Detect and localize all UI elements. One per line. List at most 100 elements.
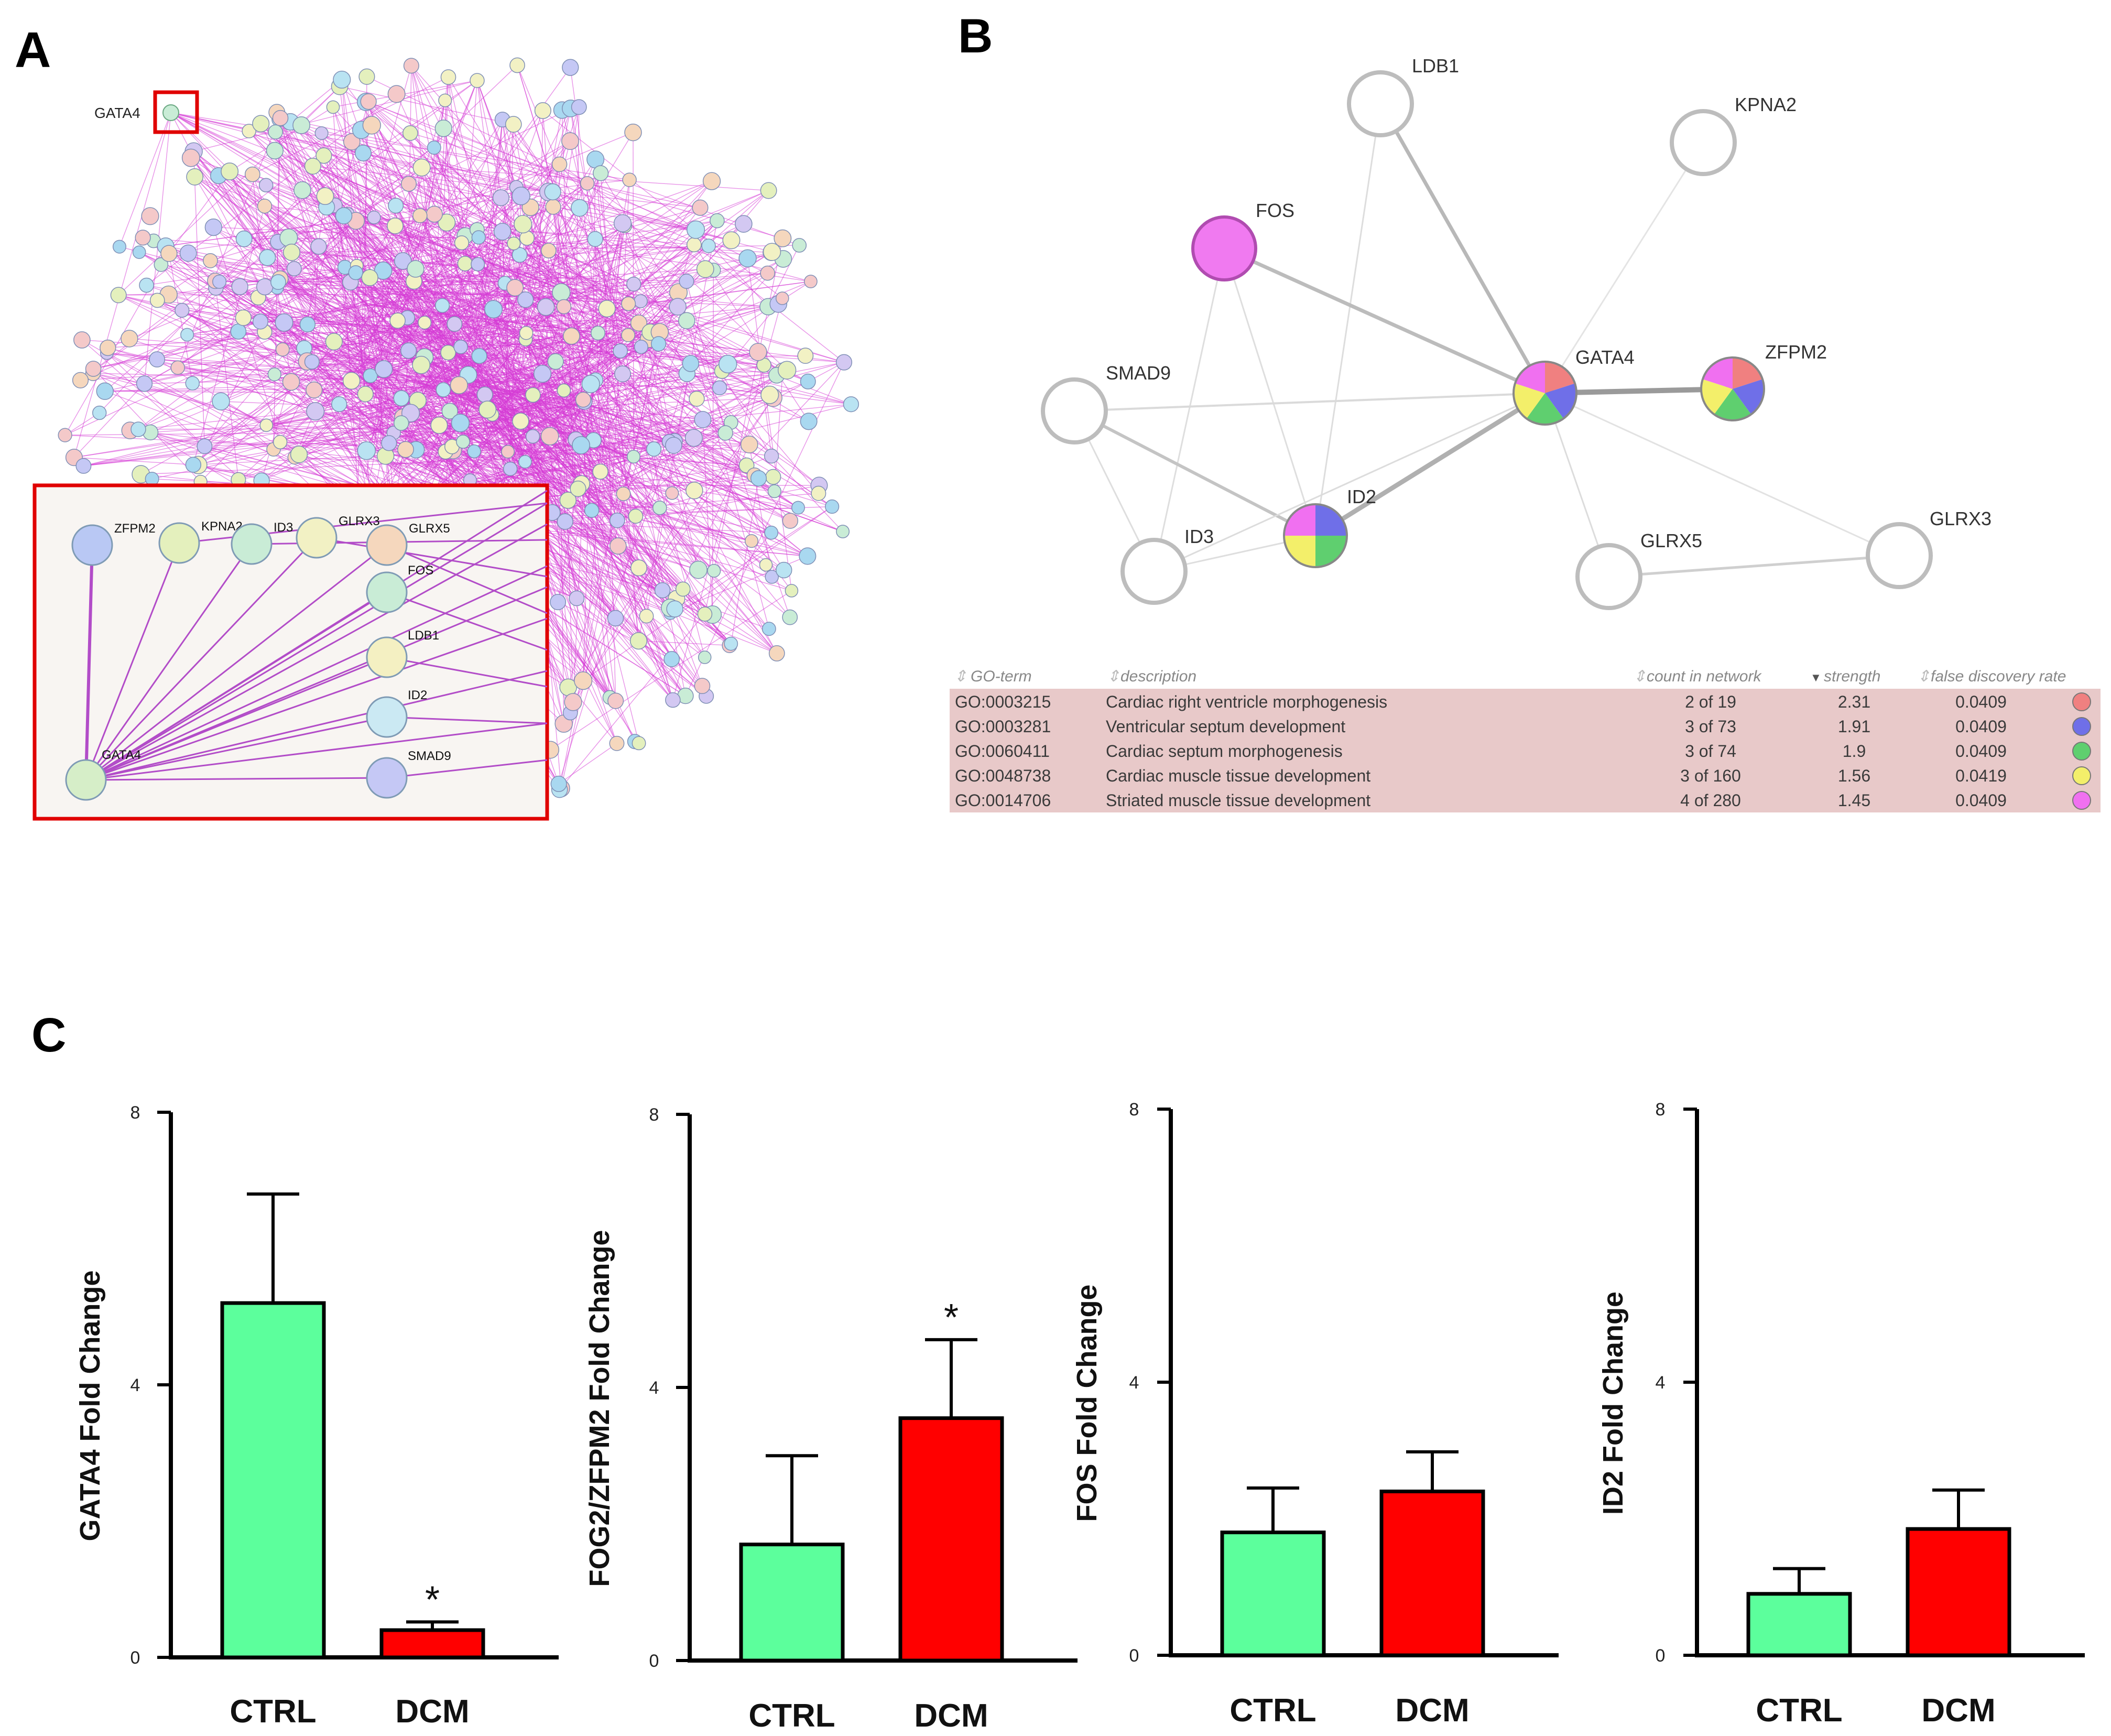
network-node [666, 600, 683, 617]
network-node [791, 501, 805, 515]
network-node [533, 364, 552, 383]
network-node [204, 218, 223, 236]
network-edge [400, 374, 464, 442]
network-node [506, 279, 524, 297]
network-edge [266, 185, 465, 426]
network-node [575, 392, 591, 408]
count-cell: 2 of 19 [1685, 692, 1736, 711]
network-node [73, 331, 91, 349]
network-node [710, 213, 725, 229]
network-node [571, 99, 587, 115]
network-node [185, 457, 201, 473]
network-edge [595, 379, 699, 570]
network-node [471, 348, 487, 364]
inset-edge [386, 656, 548, 688]
bar-chart-4: 0 4 8 ID2 Fold Change CTRL DCM [1597, 1100, 2085, 1729]
network-node [375, 360, 393, 378]
network-node [630, 559, 647, 577]
network-node [412, 208, 428, 223]
network-edge [238, 362, 844, 480]
pie-slice [1284, 536, 1315, 567]
network-edge [347, 213, 811, 282]
network-node [534, 102, 551, 120]
network-node [800, 373, 816, 389]
pie-slice [1526, 393, 1564, 425]
network-edge [583, 450, 616, 701]
svg-text:⇕: ⇕ [1633, 668, 1646, 685]
network-node [775, 561, 792, 579]
go-table-row: GO:0048738 Cardiac muscle tissue developm… [955, 766, 2091, 785]
bar-dcm [379, 1628, 485, 1659]
network-edge [150, 290, 496, 433]
network-node [467, 444, 481, 459]
network-node [447, 316, 463, 332]
network-node [749, 343, 767, 361]
network-node [775, 291, 789, 305]
network-node [394, 252, 412, 270]
network-node [561, 132, 579, 150]
network-node [112, 240, 127, 254]
pie-slice [1545, 362, 1575, 393]
network-node [544, 183, 561, 201]
go-term-cell: GO:0003215 [955, 692, 1051, 711]
node-fos [1191, 215, 1257, 281]
svg-text:⇕: ⇕ [1917, 668, 1930, 685]
network-node [518, 454, 532, 469]
network-node [811, 485, 826, 501]
network-edge [221, 215, 420, 402]
network-node [434, 120, 452, 137]
network-edge [391, 312, 670, 442]
network-node [306, 402, 325, 421]
network-edge [388, 303, 779, 373]
pie-outline [1512, 361, 1577, 426]
network-node [282, 243, 300, 261]
strength-cell: 2.31 [1838, 692, 1870, 711]
network-edge [653, 449, 660, 508]
inset-edge [386, 591, 548, 651]
network-node [572, 436, 590, 454]
sort-arrow-icon: ▼ [1810, 671, 1822, 684]
pie-outline [1700, 356, 1765, 421]
network-node [267, 367, 281, 382]
count-cell: 4 of 280 [1680, 791, 1741, 810]
network-node [403, 58, 419, 74]
network-edge [358, 159, 596, 517]
network-node [613, 214, 632, 233]
network-node [717, 425, 733, 441]
network-edge [188, 253, 612, 354]
network-edge [168, 253, 193, 384]
network-node [722, 231, 741, 249]
network-node [509, 57, 525, 73]
edge-kpna2-gata4 [1544, 142, 1704, 394]
edge-fos-id2 [1223, 248, 1316, 536]
network-node [279, 229, 298, 247]
description-cell: Cardiac right ventricle morphogenesis [1106, 692, 1387, 711]
node-id3 [1120, 538, 1188, 605]
network-edge [477, 264, 833, 507]
bar-chart-1: 0 4 8 GATA4 Fold Change CTRL * DCM [74, 1103, 559, 1730]
network-node [525, 429, 540, 444]
network-edge [654, 449, 843, 532]
node-kpna2 [1670, 109, 1737, 176]
network-node [607, 692, 624, 709]
fdr-cell: 0.0409 [1955, 791, 2007, 810]
network-node [547, 353, 564, 370]
network-node [315, 147, 332, 164]
network-node [512, 413, 529, 430]
inset-node-kpna2 [158, 522, 200, 564]
network-node [678, 312, 695, 330]
network-node [537, 298, 555, 316]
inset-edge [85, 670, 548, 781]
inset-edge [386, 759, 548, 779]
network-node [357, 386, 374, 403]
network-node [750, 470, 767, 487]
label-id2: ID2 [1347, 486, 1376, 507]
network-node [517, 291, 534, 308]
pie-slice [1733, 379, 1764, 415]
network-edge [542, 110, 549, 192]
svg-text:⇕: ⇕ [954, 668, 967, 685]
network-node [121, 330, 138, 348]
network-edge [603, 412, 663, 591]
network-edge [604, 269, 714, 285]
category-label: CTRL [230, 1694, 316, 1730]
